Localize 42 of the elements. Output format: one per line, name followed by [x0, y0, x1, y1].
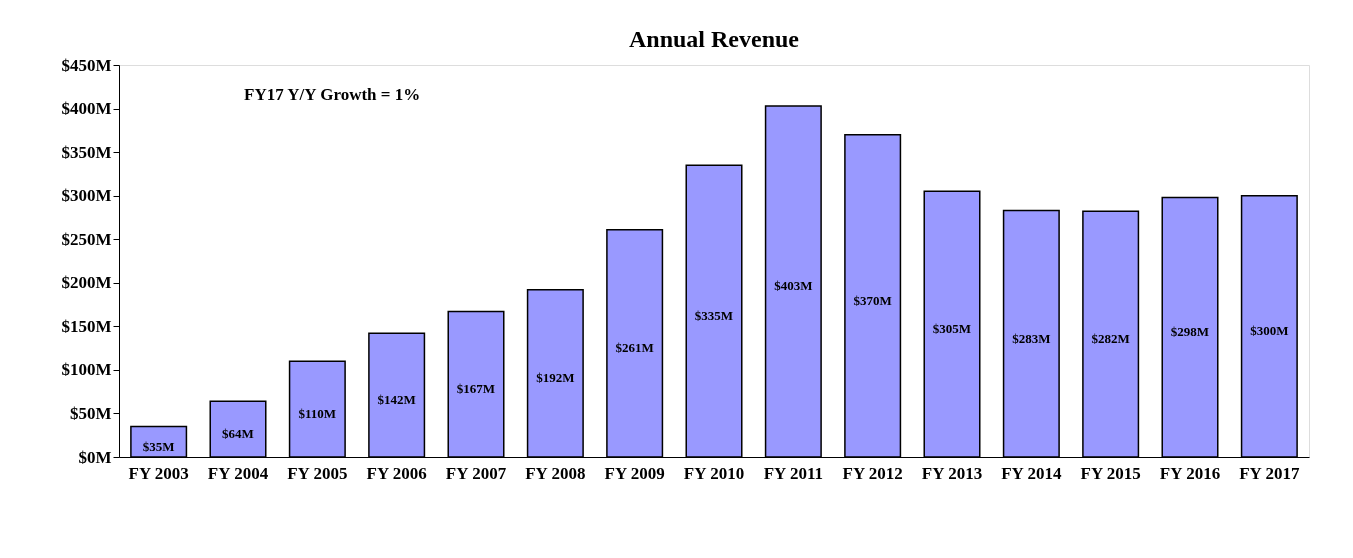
y-tick-label: $250M	[61, 229, 112, 249]
x-tick-label: FY 2017	[1239, 463, 1300, 483]
data-label: $283M	[1012, 330, 1051, 346]
data-label: $167M	[456, 381, 496, 397]
data-label: $282M	[1091, 331, 1130, 347]
x-tick-label: FY 2008	[525, 463, 586, 483]
y-tick-label: $300M	[61, 186, 112, 206]
data-label: $64M	[222, 426, 254, 442]
data-label: $298M	[1170, 324, 1210, 340]
y-tick-label: $50M	[69, 403, 112, 423]
data-label: $335M	[694, 308, 734, 324]
x-tick-label: FY 2006	[366, 463, 427, 483]
chart-title: Annual Revenue	[628, 26, 800, 52]
x-tick-label: FY 2014	[1001, 463, 1062, 483]
data-label: $300M	[1250, 323, 1289, 339]
x-tick-label: FY 2015	[1080, 463, 1141, 483]
x-tick-label: FY 2004	[207, 463, 269, 483]
y-tick-label: $400M	[61, 99, 112, 119]
x-tick-label: FY 2003	[128, 463, 189, 483]
x-tick-label: FY 2012	[842, 463, 903, 483]
x-tick-label: FY 2010	[683, 463, 745, 483]
x-tick-label: FY 2005	[287, 463, 348, 483]
y-tick-label: $150M	[61, 316, 112, 336]
y-tick-label: $0M	[78, 447, 112, 467]
x-tick-label: FY 2007	[445, 463, 507, 483]
data-label: $110M	[298, 406, 337, 422]
data-label: $142M	[377, 392, 416, 408]
y-tick-label: $100M	[61, 360, 112, 380]
data-label: $370M	[853, 292, 892, 308]
x-tick-label: FY 2011	[763, 463, 824, 483]
x-tick-label: FY 2016	[1159, 463, 1221, 483]
data-label: $35M	[142, 438, 175, 454]
y-tick-label: $200M	[61, 273, 112, 293]
annotation: FY17 Y/Y Growth = 1%	[244, 85, 421, 104]
x-tick-label: FY 2009	[604, 463, 665, 483]
x-tick-label: FY 2013	[921, 463, 983, 483]
y-tick-label: $450M	[61, 55, 112, 75]
data-label: $192M	[536, 370, 575, 386]
data-label: $403M	[774, 278, 813, 294]
data-label: $305M	[932, 321, 972, 337]
data-label: $261M	[615, 340, 654, 356]
y-tick-label: $350M	[61, 142, 112, 162]
